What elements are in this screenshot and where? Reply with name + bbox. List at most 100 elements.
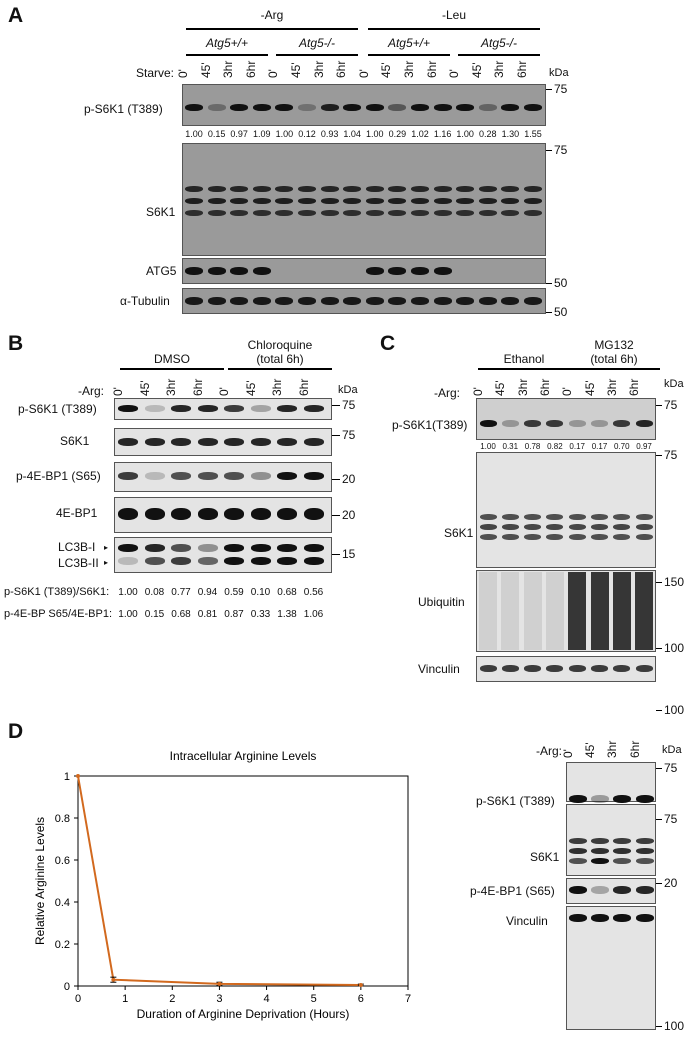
band-c-s6k1-mid (524, 524, 542, 530)
band-c-p-s6k1 (635, 420, 653, 427)
band-lc3b-ii (144, 557, 165, 565)
row-label-s6k1: S6K1 (444, 526, 474, 540)
ratio-label-s6k1: p-S6K1 (T389)/S6K1: (4, 586, 110, 598)
band-c-s6k1-mid (501, 524, 519, 530)
band-s6k1-mid (343, 198, 362, 204)
band-b-4ebp1 (118, 508, 138, 520)
band-d-vinculin (591, 914, 610, 922)
chart-title: Intracellular Arginine Levels (170, 749, 317, 763)
quant-value: 0.70 (614, 442, 630, 451)
band-s6k1-mid (478, 198, 497, 204)
ratio-value: 0.59 (224, 587, 244, 598)
band-c-vinculin (479, 665, 497, 672)
x-tick-label: 6 (358, 993, 364, 1005)
marker-tick (656, 582, 662, 583)
timepoint-label: 45' (379, 62, 394, 78)
ubiquitin-smear (479, 572, 497, 650)
band-s6k1-lower (230, 210, 249, 216)
y-tick-label: 0.6 (55, 855, 70, 867)
row-label-atg5: ATG5 (146, 264, 177, 278)
x-tick-label: 5 (311, 993, 317, 1005)
band-c-s6k1-upper (591, 514, 608, 520)
band-s6k1-mid (275, 198, 294, 204)
quant-value: 1.00 (456, 129, 474, 139)
band-b-4ebp1 (277, 508, 297, 520)
ubiquitin-smear (568, 572, 587, 650)
band-s6k1-lower (252, 210, 271, 216)
band-c-s6k1-upper (568, 514, 586, 520)
ratio-value: 0.77 (171, 587, 191, 598)
marker-20: 20 (664, 876, 678, 890)
quant-value: 0.29 (388, 129, 407, 139)
band-d-p-s6k1 (613, 795, 632, 803)
band-s6k1-lower (275, 210, 294, 216)
timepoint-label: 3hr (270, 378, 284, 396)
band-d-p-4ebp1 (613, 886, 632, 894)
x-axis-label: Duration of Arginine Deprivation (Hours) (137, 1007, 350, 1021)
band-c-s6k1-mid (591, 524, 608, 530)
marker-tick (332, 435, 340, 436)
band-lc3b-ii (250, 557, 271, 565)
band-c-s6k1-upper (546, 514, 564, 520)
band-s6k1-mid (230, 198, 249, 204)
marker-tick (656, 1026, 662, 1027)
band-c-s6k1-lower (635, 534, 653, 540)
band-s6k1-mid (185, 198, 203, 204)
timepoint-label: 0' (356, 69, 371, 78)
band-c-s6k1-lower (568, 534, 586, 540)
arginine-line-chart: Intracellular Arginine Levels 0 1 2 3 4 5 6 7 0 0… (33, 749, 411, 1021)
band-s6k1-mid (433, 198, 452, 204)
band-p-s6k1 (275, 104, 294, 111)
band-b-p-s6k1 (303, 405, 324, 412)
band-b-p-4ebp1 (303, 472, 324, 480)
marker-50: 50 (554, 276, 568, 290)
band-c-p-s6k1 (479, 420, 497, 427)
arg-label: -Arg: (78, 384, 105, 398)
band-tubulin (478, 297, 497, 305)
band-b-s6k1 (197, 438, 218, 446)
band-atg5 (185, 267, 203, 275)
band-c-s6k1-mid (546, 524, 564, 530)
band-b-p-4ebp1 (277, 472, 297, 480)
band-p-s6k1 (411, 104, 429, 111)
group-label-dmso: DMSO (154, 352, 190, 366)
quant-value: 0.15 (207, 129, 226, 139)
row-label-lc3b-i: LC3B-I (58, 540, 96, 554)
quant-value: 0.31 (502, 442, 519, 451)
band-b-4ebp1 (224, 508, 244, 520)
band-s6k1-upper (320, 186, 339, 192)
quant-value: 1.09 (253, 129, 271, 139)
band-lc3b-i (171, 544, 191, 552)
ubiquitin-smear (612, 572, 631, 650)
band-c-p-s6k1 (501, 420, 519, 427)
band-b-p-s6k1 (118, 405, 138, 412)
band-c-vinculin (568, 665, 586, 672)
band-s6k1-lower (478, 210, 497, 216)
band-c-s6k1-lower (501, 534, 519, 540)
timepoint-label: 0' (266, 69, 281, 78)
band-s6k1-upper (456, 186, 475, 192)
band-d-p-s6k1 (591, 795, 610, 803)
band-atg5 (433, 267, 452, 275)
band-tubulin (411, 297, 429, 305)
timepoint-label: 6hr (537, 378, 552, 396)
x-tick-label: 7 (405, 993, 411, 1005)
band-lc3b-ii (224, 557, 244, 565)
band-s6k1-mid (207, 198, 226, 204)
marker-75: 75 (554, 143, 568, 157)
band-atg5 (411, 267, 429, 275)
ratio-value: 0.56 (303, 587, 324, 598)
timepoint-label: 6hr (424, 60, 439, 78)
quant-value: 1.02 (411, 129, 429, 139)
band-s6k1-upper (411, 186, 429, 192)
ratio-value: 1.00 (118, 609, 138, 620)
band-c-vinculin (613, 665, 631, 672)
blot-c-p-s6k1 (476, 398, 656, 440)
quant-value: 1.00 (185, 129, 203, 139)
band-b-4ebp1 (197, 508, 218, 520)
band-c-p-s6k1 (546, 420, 564, 427)
row-label-ubiquitin: Ubiquitin (418, 595, 465, 609)
band-b-s6k1 (144, 438, 165, 446)
marker-20: 20 (342, 508, 356, 522)
group-line-ethanol (478, 368, 570, 370)
